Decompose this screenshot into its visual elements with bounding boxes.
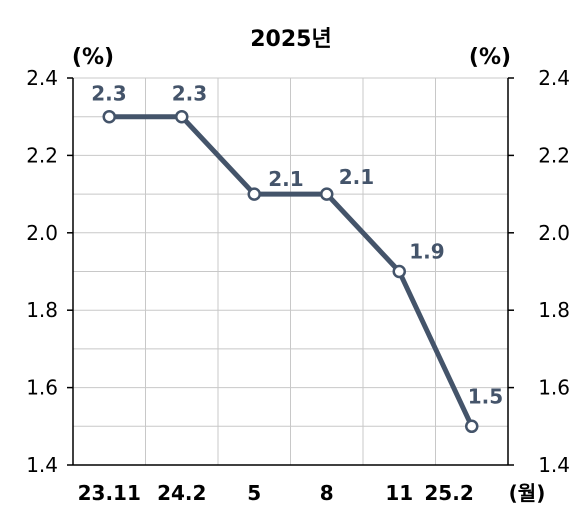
series-line — [109, 114, 475, 428]
data-label: 2.3 — [91, 82, 126, 106]
y-tick-label-left: 2.4 — [26, 66, 58, 90]
y-axis-right-ticks: 1.4 1.6 1.8 2.0 2.2 2.4 — [538, 66, 570, 477]
data-point — [392, 264, 406, 279]
x-tick-label: 25.2 — [424, 481, 473, 505]
data-label: 1.5 — [468, 384, 503, 408]
data-point — [102, 109, 116, 124]
y-axis-left-ticks: 1.4 1.6 1.8 2.0 2.2 2.4 — [26, 66, 58, 477]
y-tick-label-right: 1.4 — [538, 453, 570, 477]
data-label: 2.1 — [339, 165, 374, 189]
data-point — [465, 419, 479, 434]
data-labels: 2.3 2.3 2.1 2.1 1.9 1.5 — [91, 82, 503, 409]
y-tick-label-right: 2.2 — [538, 143, 570, 167]
y-unit-right: (%) — [469, 45, 511, 70]
y-tick-label-left: 2.0 — [26, 221, 58, 245]
y-tick-label-left: 1.6 — [26, 376, 58, 400]
y-tick-label-left: 2.2 — [26, 143, 58, 167]
y-unit-left: (%) — [72, 45, 114, 70]
x-tick-label: 24.2 — [157, 481, 206, 505]
data-label: 2.1 — [268, 167, 303, 191]
x-tick-label: 23.11 — [78, 481, 141, 505]
x-unit-label: (월) — [509, 481, 546, 505]
data-label: 2.3 — [172, 82, 207, 106]
y-tick-label-left: 1.4 — [26, 453, 58, 477]
x-tick-label: 5 — [247, 481, 261, 505]
x-tick-label: 11 — [385, 481, 413, 505]
x-axis-ticks: 23.11 24.2 5 8 11 25.2 — [78, 481, 474, 505]
y-tick-label-right: 1.6 — [538, 376, 570, 400]
y-tick-label-right: 2.0 — [538, 221, 570, 245]
data-label: 1.9 — [409, 240, 444, 264]
data-point — [175, 109, 189, 124]
x-tick-label: 8 — [320, 481, 334, 505]
axes — [67, 77, 514, 466]
gridlines — [73, 77, 508, 465]
y-tick-label-right: 1.8 — [538, 298, 570, 322]
data-point — [247, 187, 261, 201]
y-tick-label-left: 1.8 — [26, 298, 58, 322]
data-point — [320, 187, 334, 201]
y-tick-label-right: 2.4 — [538, 66, 570, 90]
series-group — [102, 109, 479, 434]
chart-title: 2025년 — [250, 27, 331, 52]
